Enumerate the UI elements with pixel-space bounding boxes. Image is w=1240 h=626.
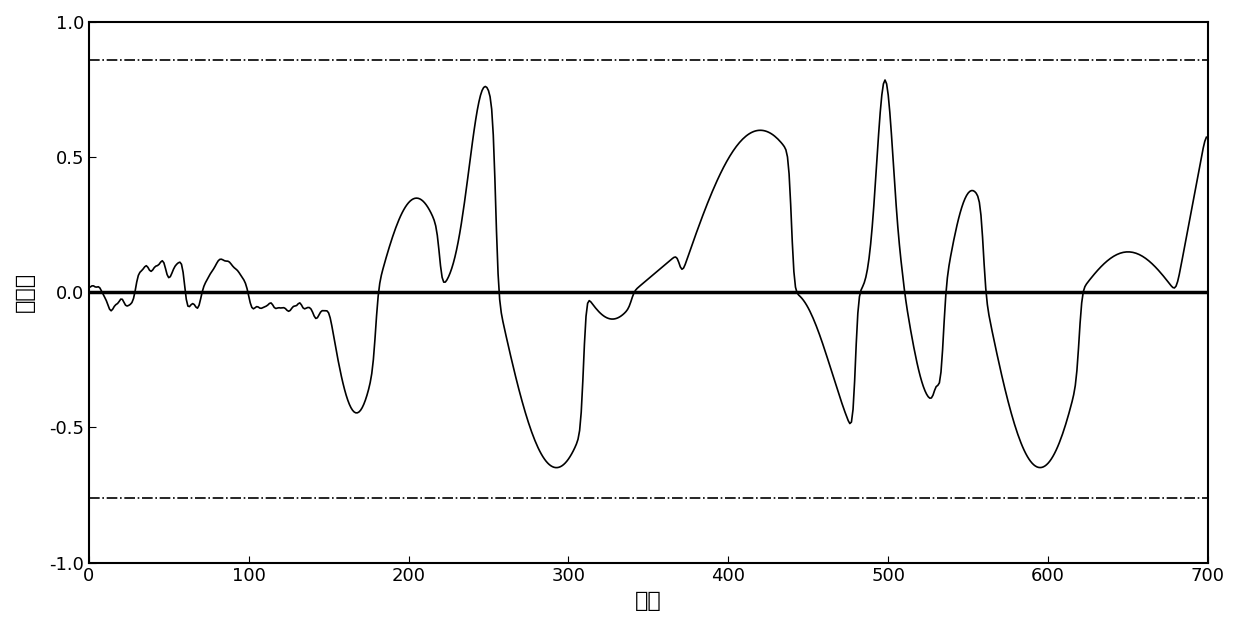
X-axis label: 点数: 点数 bbox=[635, 591, 662, 611]
Y-axis label: 相关性: 相关性 bbox=[15, 272, 35, 312]
